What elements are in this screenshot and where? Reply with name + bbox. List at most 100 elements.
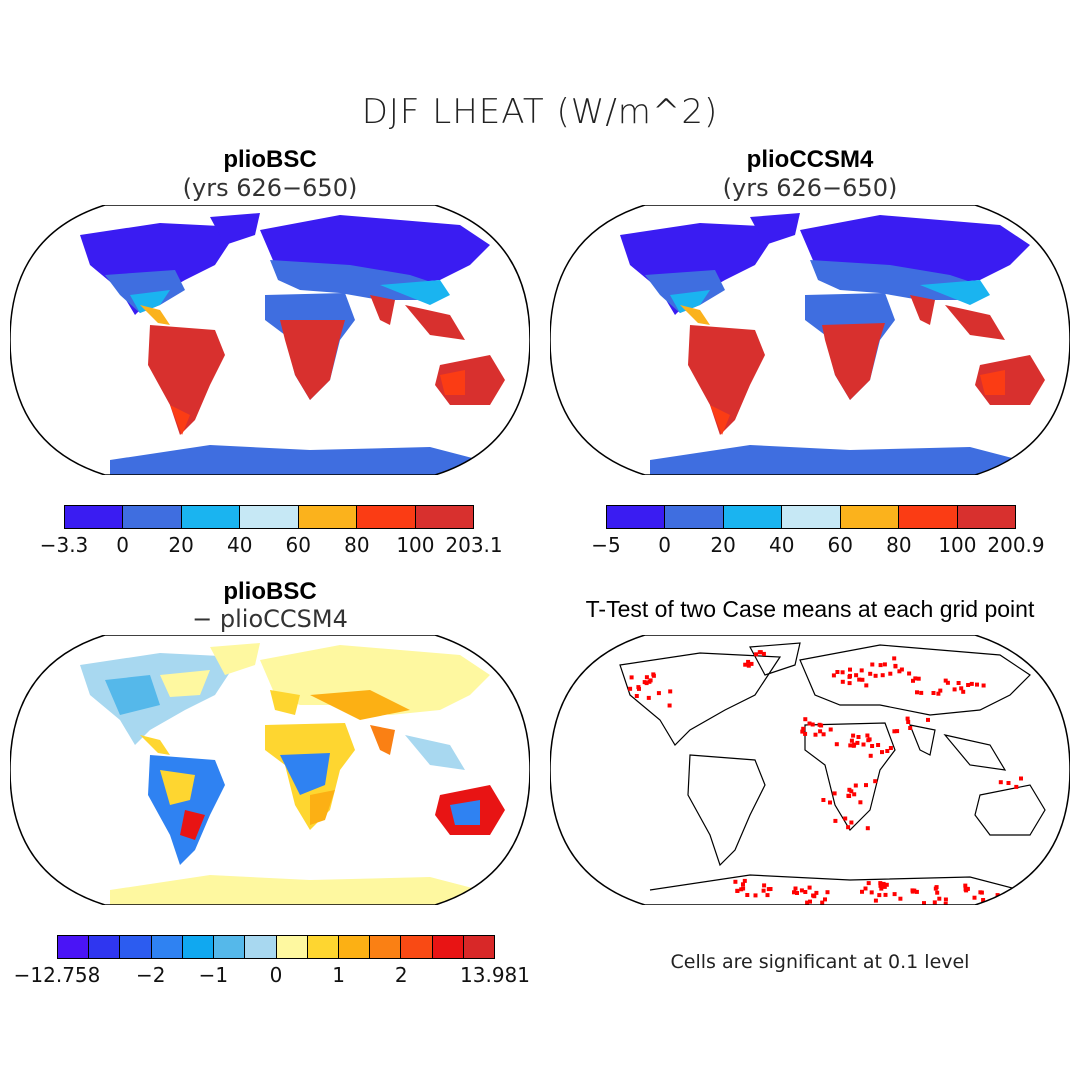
significant-cell bbox=[943, 897, 948, 902]
significant-cell bbox=[843, 816, 848, 821]
significant-cell bbox=[961, 689, 966, 694]
colorbar-tick: 80 bbox=[344, 533, 370, 557]
significant-cell bbox=[746, 663, 751, 668]
map-difference bbox=[10, 635, 530, 905]
significant-cell bbox=[637, 686, 641, 691]
significant-cell bbox=[853, 783, 858, 788]
colorbar-swatch bbox=[723, 506, 783, 528]
colorbar-top-left bbox=[64, 505, 474, 529]
significant-cell bbox=[860, 677, 865, 682]
significant-cell bbox=[892, 656, 897, 661]
significant-cell bbox=[919, 690, 924, 695]
significant-cell bbox=[922, 901, 926, 905]
significant-cell bbox=[964, 888, 969, 893]
significant-cell bbox=[858, 800, 863, 805]
map-ttest-significance bbox=[550, 635, 1070, 905]
significant-cell bbox=[937, 896, 942, 901]
significant-cell bbox=[884, 882, 889, 887]
significant-cell bbox=[893, 664, 898, 669]
colorbar-tick: 0 bbox=[269, 963, 283, 987]
significant-cell bbox=[733, 879, 738, 884]
significant-cell bbox=[735, 888, 740, 893]
significant-cell bbox=[840, 679, 845, 684]
significant-cell bbox=[668, 689, 673, 694]
colorbar-swatch bbox=[840, 506, 900, 528]
colorbar-swatch bbox=[607, 506, 666, 528]
significant-cell bbox=[895, 729, 900, 734]
colorbar-labels-bottom-left: −12.758 −2 −1 0 1 2 13.981 bbox=[14, 963, 530, 991]
significant-cell bbox=[972, 895, 977, 900]
significant-cell bbox=[801, 726, 806, 731]
significant-cell bbox=[882, 884, 887, 889]
significant-cell bbox=[981, 683, 986, 688]
colorbar-swatch bbox=[307, 936, 339, 958]
colorbar-swatches bbox=[64, 505, 474, 529]
significant-cell bbox=[943, 901, 948, 905]
significant-cell bbox=[823, 897, 827, 902]
significant-cell bbox=[1014, 784, 1019, 789]
colorbar-tick: 60 bbox=[827, 533, 853, 557]
significant-cell bbox=[807, 721, 812, 726]
significant-cell bbox=[810, 722, 815, 727]
significant-cell bbox=[840, 670, 845, 675]
significant-cell bbox=[975, 682, 979, 687]
significant-cell bbox=[741, 882, 745, 887]
significant-cell bbox=[865, 826, 870, 831]
significant-cell bbox=[742, 878, 747, 883]
significant-cell bbox=[642, 680, 647, 685]
significant-cell bbox=[888, 746, 893, 750]
significant-cell bbox=[870, 744, 875, 748]
significant-cell bbox=[800, 729, 805, 734]
significant-cell bbox=[828, 800, 832, 805]
significant-cell bbox=[754, 652, 759, 657]
significant-cell bbox=[856, 735, 861, 739]
colorbar-swatch bbox=[298, 506, 358, 528]
significant-cell bbox=[878, 881, 883, 886]
significant-cell bbox=[741, 886, 746, 891]
significant-cell bbox=[873, 898, 878, 903]
colorbar-tick: 200.9 bbox=[987, 533, 1045, 557]
significant-cell bbox=[868, 753, 873, 758]
significant-cell bbox=[821, 798, 826, 802]
colorbar-tick: −2 bbox=[135, 963, 166, 987]
panel-title-top-right: plioCCSM4 bbox=[746, 146, 874, 173]
colorbar-tick: 40 bbox=[768, 533, 795, 557]
significant-cell bbox=[867, 737, 872, 742]
colorbar-tick: 0 bbox=[658, 533, 671, 557]
significant-cell bbox=[852, 742, 857, 747]
significant-cell bbox=[963, 883, 968, 888]
significant-cell bbox=[931, 691, 936, 695]
colorbar-top-right bbox=[606, 505, 1016, 529]
colorbar-tick: 20 bbox=[710, 533, 736, 557]
significant-cell bbox=[849, 738, 854, 743]
panel-subtitle-bottom-left: − plioCCSM4 bbox=[192, 605, 348, 633]
significant-cell bbox=[864, 783, 868, 788]
significant-cell bbox=[832, 791, 837, 796]
colorbar-swatches bbox=[57, 935, 495, 959]
significant-cell bbox=[863, 886, 868, 891]
significant-cell bbox=[873, 779, 878, 784]
significant-cell bbox=[792, 890, 796, 895]
colorbar-swatch bbox=[357, 506, 416, 528]
significant-cell bbox=[859, 668, 864, 673]
significant-cell bbox=[817, 722, 822, 727]
significant-cell bbox=[906, 720, 911, 724]
significant-cell bbox=[873, 673, 878, 678]
significant-cell bbox=[998, 780, 1003, 785]
colorbar-tick: 100 bbox=[938, 533, 977, 557]
significant-cell bbox=[879, 886, 884, 891]
colorbar-swatch bbox=[181, 506, 241, 528]
colorbar-swatches bbox=[606, 505, 1016, 529]
colorbar-swatch bbox=[370, 936, 402, 958]
significant-cell bbox=[911, 678, 915, 683]
significant-cell bbox=[857, 677, 862, 682]
significant-cell bbox=[1006, 781, 1011, 785]
colorbar-swatch bbox=[432, 936, 464, 958]
significant-cell bbox=[803, 717, 808, 722]
significant-cell bbox=[821, 732, 826, 737]
colorbar-tick: −1 bbox=[198, 963, 229, 987]
significant-cell bbox=[861, 742, 866, 747]
colorbar-tick: 1 bbox=[332, 963, 345, 987]
significant-cell bbox=[825, 890, 830, 895]
significant-cell bbox=[868, 671, 873, 676]
